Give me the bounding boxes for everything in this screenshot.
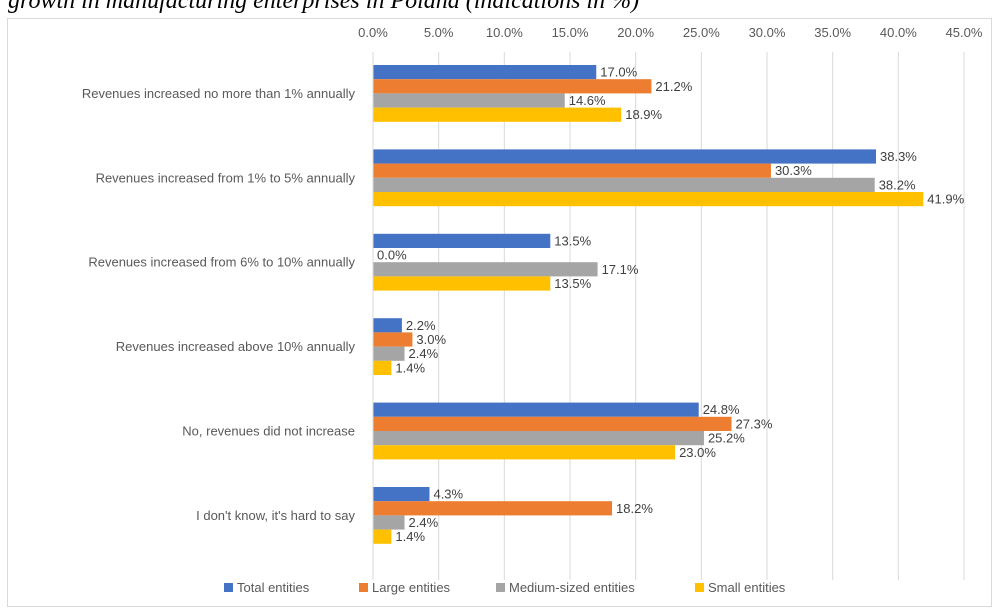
data-label: 2.4%	[409, 515, 439, 530]
bar	[373, 192, 924, 207]
data-label: 25.2%	[708, 431, 745, 446]
bar	[373, 149, 877, 164]
bar	[373, 318, 402, 333]
x-tick-label: 15.0%	[552, 25, 589, 40]
data-label: 3.0%	[416, 332, 446, 347]
legend-swatch	[496, 583, 505, 592]
data-label: 13.5%	[554, 276, 591, 291]
bar	[373, 163, 771, 178]
legend-label: Large entities	[372, 580, 451, 595]
x-tick-label: 20.0%	[617, 25, 654, 40]
bar	[373, 276, 551, 291]
bar	[373, 262, 598, 277]
data-label: 17.1%	[602, 262, 639, 277]
bar	[373, 487, 430, 502]
bar	[373, 332, 413, 347]
category-label: Revenues increased from 1% to 5% annuall…	[96, 170, 356, 185]
data-label: 41.9%	[927, 192, 964, 207]
bar	[373, 360, 392, 375]
bar	[373, 177, 875, 192]
bar	[373, 501, 613, 516]
data-label: 0.0%	[377, 248, 407, 263]
bar	[373, 402, 699, 417]
x-tick-label: 30.0%	[749, 25, 786, 40]
legend-label: Small entities	[708, 580, 786, 595]
x-tick-label: 25.0%	[683, 25, 720, 40]
category-label: Revenues increased from 6% to 10% annual…	[88, 255, 355, 270]
data-label: 27.3%	[736, 416, 773, 431]
category-label: I don't know, it's hard to say	[196, 508, 355, 523]
data-label: 1.4%	[395, 360, 425, 375]
category-label: No, revenues did not increase	[182, 424, 355, 439]
data-label: 24.8%	[703, 402, 740, 417]
data-label: 18.9%	[625, 107, 662, 122]
data-label: 38.2%	[879, 177, 916, 192]
legend-label: Total entities	[237, 580, 310, 595]
x-tick-label: 35.0%	[814, 25, 851, 40]
chart-caption: growth in manufacturing enterprises in P…	[8, 0, 640, 14]
legend-label: Medium-sized entities	[509, 580, 635, 595]
data-label: 14.6%	[569, 93, 606, 108]
x-tick-label: 10.0%	[486, 25, 523, 40]
bar	[373, 93, 565, 108]
legend-swatch	[695, 583, 704, 592]
data-label: 23.0%	[679, 445, 716, 460]
data-label: 13.5%	[554, 233, 591, 248]
data-label: 18.2%	[616, 501, 653, 516]
bar	[373, 79, 652, 94]
bar	[373, 107, 622, 122]
bar	[373, 445, 676, 460]
x-tick-label: 5.0%	[424, 25, 454, 40]
data-label: 4.3%	[433, 487, 463, 502]
x-tick-label: 45.0%	[946, 25, 983, 40]
x-tick-label: 0.0%	[358, 25, 388, 40]
bar	[373, 515, 405, 530]
x-tick-label: 40.0%	[880, 25, 917, 40]
bar	[373, 346, 405, 361]
bar	[373, 431, 704, 446]
data-label: 21.2%	[655, 79, 692, 94]
category-label: Revenues increased above 10% annually	[116, 339, 356, 354]
data-label: 2.4%	[409, 346, 439, 361]
legend-swatch	[224, 583, 233, 592]
bar	[373, 233, 551, 248]
data-label: 38.3%	[880, 149, 917, 164]
bar	[373, 529, 392, 544]
data-label: 2.2%	[406, 318, 436, 333]
category-label: Revenues increased no more than 1% annua…	[82, 86, 356, 101]
legend-swatch	[359, 583, 368, 592]
data-label: 1.4%	[395, 529, 425, 544]
bar	[373, 416, 732, 431]
data-label: 30.3%	[775, 163, 812, 178]
data-label: 17.0%	[600, 65, 637, 80]
bar	[373, 65, 597, 80]
